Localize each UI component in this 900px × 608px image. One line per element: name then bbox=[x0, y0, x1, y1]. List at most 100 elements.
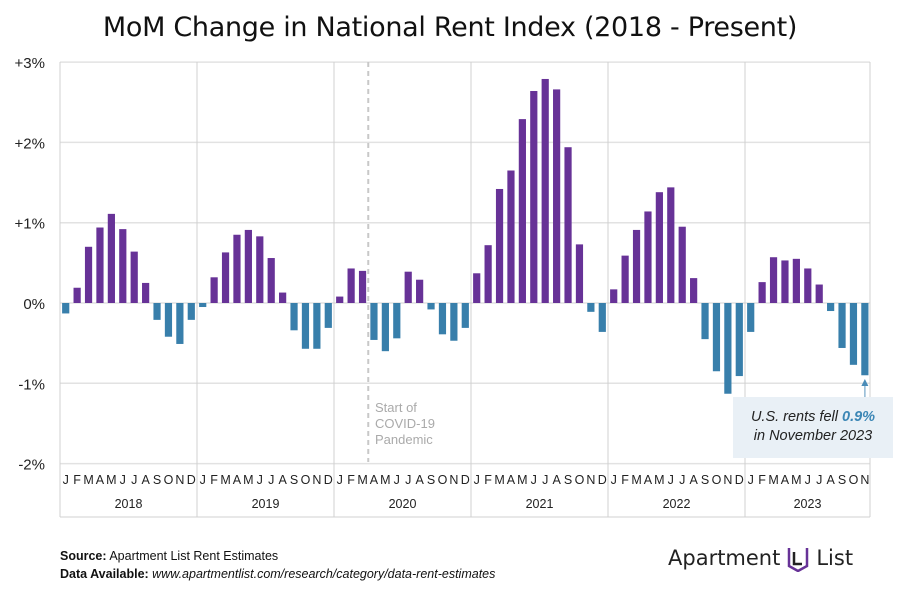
month-label: N bbox=[449, 473, 458, 487]
y-tick-label: 0% bbox=[23, 296, 45, 313]
bar bbox=[838, 303, 846, 348]
bar bbox=[279, 292, 287, 303]
callout-box: U.S. rents fell 0.9% in November 2023 bbox=[733, 397, 893, 458]
bar bbox=[827, 303, 835, 312]
year-label: 2021 bbox=[526, 497, 554, 511]
bar bbox=[119, 229, 127, 303]
bar bbox=[256, 236, 264, 303]
bar bbox=[701, 303, 709, 340]
bar bbox=[370, 303, 378, 340]
bar bbox=[758, 282, 766, 303]
bar bbox=[644, 211, 652, 303]
month-label: A bbox=[781, 473, 790, 487]
bar bbox=[849, 303, 858, 365]
month-label: J bbox=[257, 473, 263, 487]
bar bbox=[404, 271, 412, 303]
source-text: Apartment List Rent Estimates bbox=[106, 549, 279, 563]
bar bbox=[632, 229, 641, 303]
month-label: A bbox=[552, 473, 561, 487]
month-label: O bbox=[849, 473, 859, 487]
bar bbox=[610, 289, 618, 303]
bar bbox=[461, 303, 469, 328]
month-label: M bbox=[220, 473, 230, 487]
bar bbox=[210, 277, 218, 303]
bar bbox=[84, 246, 93, 303]
month-label: M bbox=[357, 473, 367, 487]
callout-value: 0.9% bbox=[842, 409, 876, 425]
bar bbox=[712, 303, 721, 372]
bar bbox=[678, 226, 686, 303]
logo-left: Apartment bbox=[668, 546, 781, 570]
year-label: 2022 bbox=[663, 497, 691, 511]
bar bbox=[244, 229, 252, 303]
month-label: J bbox=[337, 473, 343, 487]
month-label: M bbox=[517, 473, 527, 487]
bar bbox=[564, 147, 572, 303]
month-label: J bbox=[63, 473, 69, 487]
bar bbox=[484, 245, 492, 303]
bar bbox=[598, 303, 606, 332]
month-label: S bbox=[838, 473, 846, 487]
covid-annotation: Start of COVID-19 Pandemic bbox=[375, 400, 435, 448]
month-label: J bbox=[748, 473, 754, 487]
bar bbox=[690, 278, 698, 303]
bar bbox=[416, 279, 424, 303]
month-label: O bbox=[712, 473, 722, 487]
bar bbox=[861, 303, 869, 376]
month-label: M bbox=[243, 473, 253, 487]
month-label: N bbox=[175, 473, 184, 487]
month-label: O bbox=[301, 473, 311, 487]
year-label: 2019 bbox=[252, 497, 280, 511]
bar bbox=[735, 303, 743, 377]
bar bbox=[781, 260, 789, 303]
bar bbox=[815, 284, 823, 303]
avail-text: www.apartmentlist.com/research/category/… bbox=[148, 567, 496, 581]
month-label: A bbox=[415, 473, 424, 487]
bar bbox=[164, 303, 173, 337]
bar bbox=[393, 303, 401, 339]
bar bbox=[553, 89, 561, 303]
month-label: F bbox=[758, 473, 766, 487]
bar bbox=[96, 227, 104, 303]
month-label: M bbox=[654, 473, 664, 487]
logo-right: List bbox=[816, 546, 854, 570]
bar bbox=[358, 270, 367, 303]
month-label: J bbox=[805, 473, 811, 487]
year-label: 2023 bbox=[794, 497, 822, 511]
month-label: O bbox=[575, 473, 585, 487]
month-label: F bbox=[73, 473, 81, 487]
month-label: A bbox=[141, 473, 150, 487]
source-label: Source: bbox=[60, 549, 107, 563]
y-tick-label: +3% bbox=[15, 55, 45, 72]
month-label: A bbox=[689, 473, 698, 487]
month-label: A bbox=[644, 473, 653, 487]
bar bbox=[107, 213, 115, 303]
bar bbox=[427, 303, 435, 310]
bar bbox=[792, 258, 800, 303]
month-label: M bbox=[83, 473, 93, 487]
month-label: N bbox=[586, 473, 595, 487]
avail-label: Data Available: bbox=[60, 567, 149, 581]
callout-post: in November 2023 bbox=[753, 428, 873, 444]
month-label: M bbox=[631, 473, 641, 487]
month-label: N bbox=[312, 473, 321, 487]
bar bbox=[153, 303, 161, 320]
bar bbox=[450, 303, 458, 341]
month-label: F bbox=[210, 473, 218, 487]
y-tick-label: +1% bbox=[15, 216, 45, 233]
month-label: S bbox=[290, 473, 298, 487]
month-label: J bbox=[668, 473, 674, 487]
callout-arrow-icon bbox=[861, 379, 869, 386]
month-label: F bbox=[347, 473, 355, 487]
month-label: S bbox=[153, 473, 161, 487]
month-label: N bbox=[860, 473, 869, 487]
bar-chart: +3%+2%+1%0%-1%-2%J F M A M J J A S O N D J F M A M J J A S O N… bbox=[15, 55, 871, 518]
month-label: A bbox=[233, 473, 242, 487]
bar bbox=[495, 188, 504, 303]
month-label: J bbox=[542, 473, 548, 487]
month-label: A bbox=[370, 473, 379, 487]
month-label: A bbox=[96, 473, 105, 487]
bar bbox=[438, 303, 447, 335]
bar bbox=[507, 170, 515, 303]
month-label: D bbox=[187, 473, 196, 487]
